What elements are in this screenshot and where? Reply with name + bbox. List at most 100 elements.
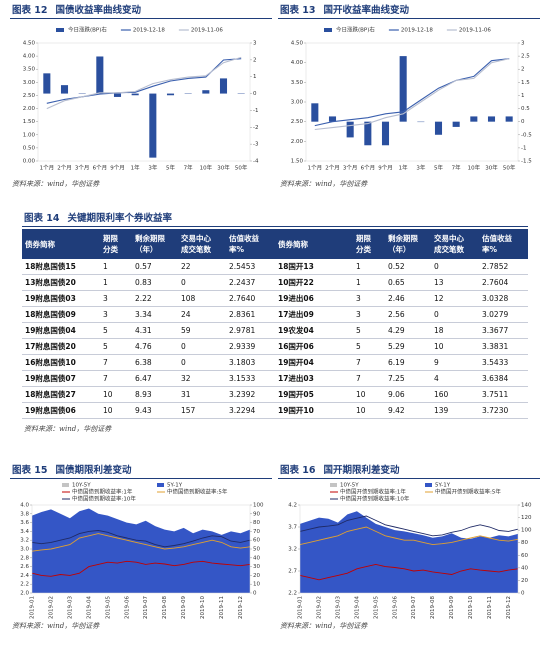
x-tick-label: 1年 — [399, 164, 408, 172]
figure-title: 关键期限利率个券收益率 — [67, 213, 173, 224]
bar — [60, 85, 69, 94]
legend-label: 10Y-5Y — [72, 483, 91, 489]
table-row: 16附息国债10 7 6.38 0 3.1803 19国开04 7 6.19 9 3.5433 — [22, 354, 528, 371]
bar — [166, 93, 175, 96]
line — [46, 58, 242, 104]
y2-tick-label: 1.5 — [521, 80, 530, 86]
x-tick-label: 2019-04 — [354, 596, 360, 619]
table-cell: 31 — [178, 386, 226, 403]
table-cell: 1 — [100, 259, 132, 275]
table-cell: 17进出03 — [275, 370, 353, 387]
y-tick-label: 2.50 — [23, 93, 36, 99]
table-cell: 2.22 — [132, 290, 178, 307]
table-cell: 2.7852 — [479, 259, 528, 275]
table-cell: 10 — [100, 402, 132, 419]
table-cell: 5.29 — [385, 338, 431, 355]
x-tick-label: 2019-01 — [30, 596, 36, 619]
bar — [149, 93, 157, 158]
bar — [43, 73, 51, 94]
x-tick-label: 2019-05 — [373, 596, 379, 619]
x-tick-label: 2019-11 — [487, 596, 493, 619]
table-cell: 19附息国债06 — [22, 402, 100, 419]
table-cell: 19附息国债03 — [22, 290, 100, 307]
x-tick-label: 2019-06 — [124, 596, 130, 619]
table-cell: 6.38 — [132, 354, 178, 371]
x-tick-label: 10年 — [468, 164, 481, 172]
x-tick-label: 2019-12 — [238, 596, 244, 619]
y2-tick-label: -0.5 — [521, 132, 532, 138]
table-cell: 18国开13 — [275, 259, 353, 275]
y2-tick-label: 90 — [253, 511, 260, 517]
x-tick-label: 50年 — [503, 164, 516, 172]
table-cell: 2.2437 — [226, 274, 275, 291]
table-cell: 9.43 — [132, 402, 178, 419]
table-cell: 19农发04 — [275, 322, 353, 339]
x-tick-label: 6个月 — [93, 165, 108, 172]
table-cell: 2.8361 — [226, 306, 275, 323]
table-row: 19附息国债07 7 6.47 32 3.1533 17进出03 7 7.25 4 3.6384 — [22, 370, 528, 387]
data-table: 债券简称 期限 分类 剩余期限 （年） 交易中心 成交笔数 估值收益 率% 债券简称 期限 … — [22, 229, 528, 419]
x-tick-label: 3年 — [148, 164, 157, 172]
header-cell: 估值收益 率% — [226, 229, 275, 259]
x-tick-label: 6个月 — [361, 165, 376, 172]
table-cell: 4 — [431, 370, 479, 387]
x-tick-label: 2个月 — [57, 165, 72, 172]
table-cell: 4.31 — [132, 322, 178, 339]
y2-tick-label: 50 — [253, 547, 260, 553]
legend-label: 今日涨跌(BP)右 — [336, 26, 375, 34]
line — [31, 533, 251, 552]
source-note: 资料来源：wind，华创证券 — [12, 622, 100, 630]
y2-tick-label: 30 — [253, 564, 260, 570]
x-tick-label: 2019-10 — [468, 596, 474, 619]
x-tick-label: 2019-12 — [506, 596, 512, 619]
y2-tick-label: -3 — [253, 142, 259, 148]
table-cell: 0.52 — [385, 259, 431, 275]
table-row: 13附息国债20 1 0.83 0 2.2437 10国开22 1 0.65 13 2.7604 — [22, 274, 528, 291]
y2-tick-label: 2 — [253, 57, 257, 63]
table-cell: 157 — [178, 402, 226, 419]
table-cell: 2.5453 — [226, 259, 275, 275]
area — [32, 508, 250, 593]
x-tick-label: 2019-01 — [298, 596, 304, 619]
header-cell: 交易中心 成交笔数 — [431, 229, 479, 259]
table-cell: 3.1533 — [226, 370, 275, 387]
table-cell: 19附息国债07 — [22, 370, 100, 387]
y-tick-label: 2.00 — [23, 106, 36, 112]
chart: 10Y-5Y 5Y-1Y 中债国开债到期收益率:1年 中债国开债到期收益率:5年中债国… — [288, 483, 532, 619]
x-tick-label: 30年 — [217, 164, 230, 172]
figure-title-row: 图表 14 关键期限利率个券收益率 — [22, 212, 528, 227]
bar — [470, 116, 478, 122]
table-cell: 24 — [178, 306, 226, 323]
table-row: 18附息国债27 10 8.93 31 3.2392 19国开05 10 9.06 160 3.7… — [22, 386, 528, 403]
table-row: 19附息国债04 5 4.31 59 2.9781 19农发04 5 4.29 18 3.3677 — [22, 322, 528, 339]
x-tick-label: 2019-11 — [219, 596, 225, 619]
x-tick-label: 2019-08 — [162, 596, 168, 619]
y2-tick-label: 100 — [521, 528, 532, 534]
table-cell: 3 — [100, 306, 132, 323]
table-cell: 12 — [431, 290, 479, 307]
table-figure: 图表 14 关键期限利率个券收益率 债券简称 期限 分类 剩余期限 （年） 交易中心 成交… — [22, 212, 528, 434]
table-cell: 6.19 — [385, 354, 431, 371]
area — [300, 511, 518, 593]
table-cell: 5 — [353, 322, 385, 339]
table-cell: 0 — [178, 338, 226, 355]
figure-title-row: 图表 12 国债收益率曲线变动 — [10, 4, 272, 19]
line — [314, 58, 510, 127]
table-cell: 19附息国债04 — [22, 322, 100, 339]
figure-label: 图表 13 — [280, 5, 316, 16]
x-tick-label: 7年 — [184, 164, 193, 172]
figure-title: 国开收益率曲线变动 — [323, 5, 410, 16]
table-cell: 6.47 — [132, 370, 178, 387]
bar — [364, 121, 372, 146]
table-cell: 16国开06 — [275, 338, 353, 355]
x-tick-label: 7年 — [452, 164, 461, 172]
x-tick-label: 2019-02 — [48, 596, 54, 619]
bar — [328, 116, 337, 122]
bar — [113, 93, 122, 97]
header-cell: 期限 分类 — [353, 229, 385, 259]
plot-frame — [37, 42, 251, 162]
table-cell: 13 — [431, 274, 479, 291]
table-cell: 3.0328 — [479, 290, 528, 307]
table-cell: 18附息国债09 — [22, 306, 100, 323]
